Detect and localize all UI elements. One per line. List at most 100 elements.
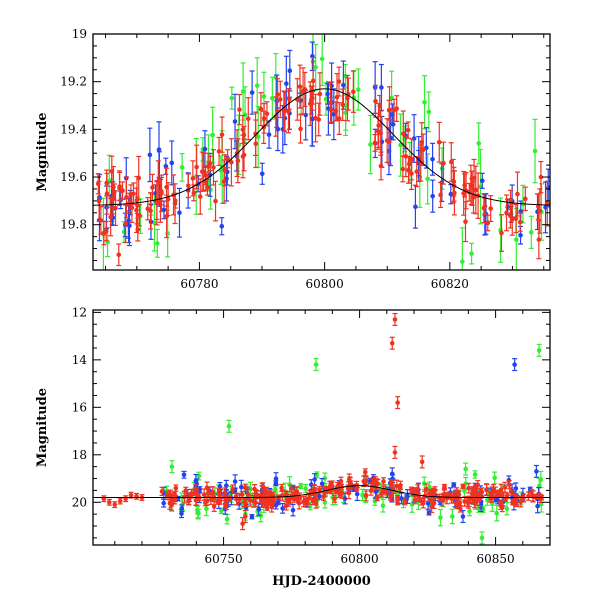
bottom-series-1-point (398, 492, 404, 505)
bottom-series-2-point (511, 493, 517, 506)
top-series-2-point (116, 170, 122, 207)
top-series-2-point (317, 72, 323, 116)
top-series-1-point (430, 142, 436, 176)
top-series-0-point (269, 76, 275, 120)
top-series-2-point (275, 78, 281, 111)
top-series-2-point (391, 98, 397, 122)
bottom-series-2-point (276, 494, 282, 500)
top-series-2-point (245, 97, 251, 141)
top-series-2-point (235, 138, 241, 184)
bottom-series-0-point (492, 471, 498, 485)
bottom-series-2-point (186, 493, 192, 505)
bottom-series-2-point (395, 495, 401, 501)
bottom-series-2-point (288, 484, 294, 493)
top-series-2-point (538, 160, 544, 194)
top-series-2-point (222, 154, 228, 187)
bottom-series-1-point (273, 472, 279, 486)
bottom-y-tick-label: 14 (72, 353, 88, 367)
top-series-2-point (282, 90, 288, 133)
top-x-tick-label: 60820 (431, 277, 469, 291)
bottom-series-0-point (226, 419, 232, 433)
top-series-2-point (302, 71, 308, 107)
top-series-2-point (185, 173, 191, 199)
top-series-2-point (134, 196, 140, 215)
bottom-series-2-point (462, 496, 468, 507)
bottom-y-tick-label: 18 (72, 448, 87, 462)
top-series-2-point (373, 84, 379, 118)
bottom-series-0-point (437, 508, 443, 527)
top-series-2-point (522, 186, 528, 212)
top-series-0-point (117, 281, 122, 331)
bottom-series-0-point (472, 470, 478, 479)
bottom-series-2-point (320, 492, 326, 501)
bottom-series-2-point (392, 312, 398, 327)
top-series-2-point (403, 135, 409, 178)
top-series-2-point (116, 243, 122, 267)
top-series-2-point (406, 156, 412, 184)
top-series-2-point (261, 110, 267, 145)
bottom-series-2-point (193, 484, 199, 494)
top-series-2-point (205, 152, 211, 181)
bottom-series-0-point (169, 460, 175, 474)
top-series-2-point (109, 155, 115, 188)
top-series-2-point (228, 138, 234, 187)
top-axes-frame (92, 33, 551, 271)
bottom-series-0-point (224, 513, 230, 525)
bottom-series-2-point (419, 455, 425, 469)
top-series-2-point (405, 121, 411, 139)
top-series-2-point (336, 102, 342, 136)
top-series-1-point (518, 200, 524, 223)
bottom-series-2-point (479, 487, 485, 498)
top-series-2-point (310, 56, 316, 105)
bottom-series-2-point (253, 498, 259, 507)
bottom-series-2-point (336, 488, 342, 498)
bottom-series-0-point (449, 508, 455, 525)
bottom-series-0-point (303, 484, 309, 493)
top-series-0-point (425, 153, 431, 205)
top-series-2-point (334, 73, 340, 122)
top-series-0-point (255, 105, 261, 168)
top-series-2-point (277, 80, 283, 119)
bottom-series-2-point (498, 499, 504, 506)
top-series-2-point (350, 70, 356, 113)
bottom-series-2-point (415, 484, 421, 494)
top-series-1-point (249, 70, 255, 115)
bottom-series-2-point (374, 494, 380, 502)
bottom-series-1-point (451, 482, 457, 488)
bottom-series-2-point (388, 479, 394, 486)
top-series-1-point (176, 187, 182, 238)
bottom-series-2-point (392, 445, 398, 459)
top-series-0-point (229, 86, 235, 110)
top-series-2-point (419, 122, 425, 163)
top-series-2-point (104, 172, 110, 215)
bottom-series-0-point (322, 472, 328, 485)
top-series-2-point (376, 102, 382, 148)
bottom-series-1-point (290, 503, 296, 517)
bottom-series-1-point (513, 482, 519, 495)
top-series-1-point (147, 127, 153, 183)
top-series-2-point (499, 214, 505, 252)
top-series-0-point (498, 197, 504, 263)
bottom-series-0-point (463, 462, 469, 476)
top-series-0-point (398, 113, 404, 177)
top-y-tick-label: 19.6 (60, 170, 87, 184)
bottom-series-2-point (117, 497, 123, 505)
top-series-1-point (331, 88, 337, 141)
top-series-2-point (482, 197, 488, 215)
top-panel: 60780 60800 60820 19 19.2 19.4 19.6 19.8 Magnitu… (35, 27, 551, 334)
top-series-2-point (123, 176, 129, 219)
top-series-2-point (536, 220, 542, 260)
top-series-2-point (135, 217, 141, 242)
top-series-2-point (307, 81, 313, 127)
top-series-2-point (136, 155, 142, 201)
top-series-0-point (122, 310, 127, 334)
top-series-2-point (286, 88, 292, 110)
bottom-series-2-point (502, 481, 508, 493)
bottom-series-0-point (504, 501, 510, 516)
bottom-series-2-point (492, 486, 498, 498)
bottom-series-0-point (536, 343, 542, 357)
top-series-2-point (111, 183, 117, 201)
bottom-y-tick-label: 16 (72, 400, 87, 414)
bottom-series-2-point (297, 492, 303, 504)
bottom-series-1-point (249, 514, 255, 520)
